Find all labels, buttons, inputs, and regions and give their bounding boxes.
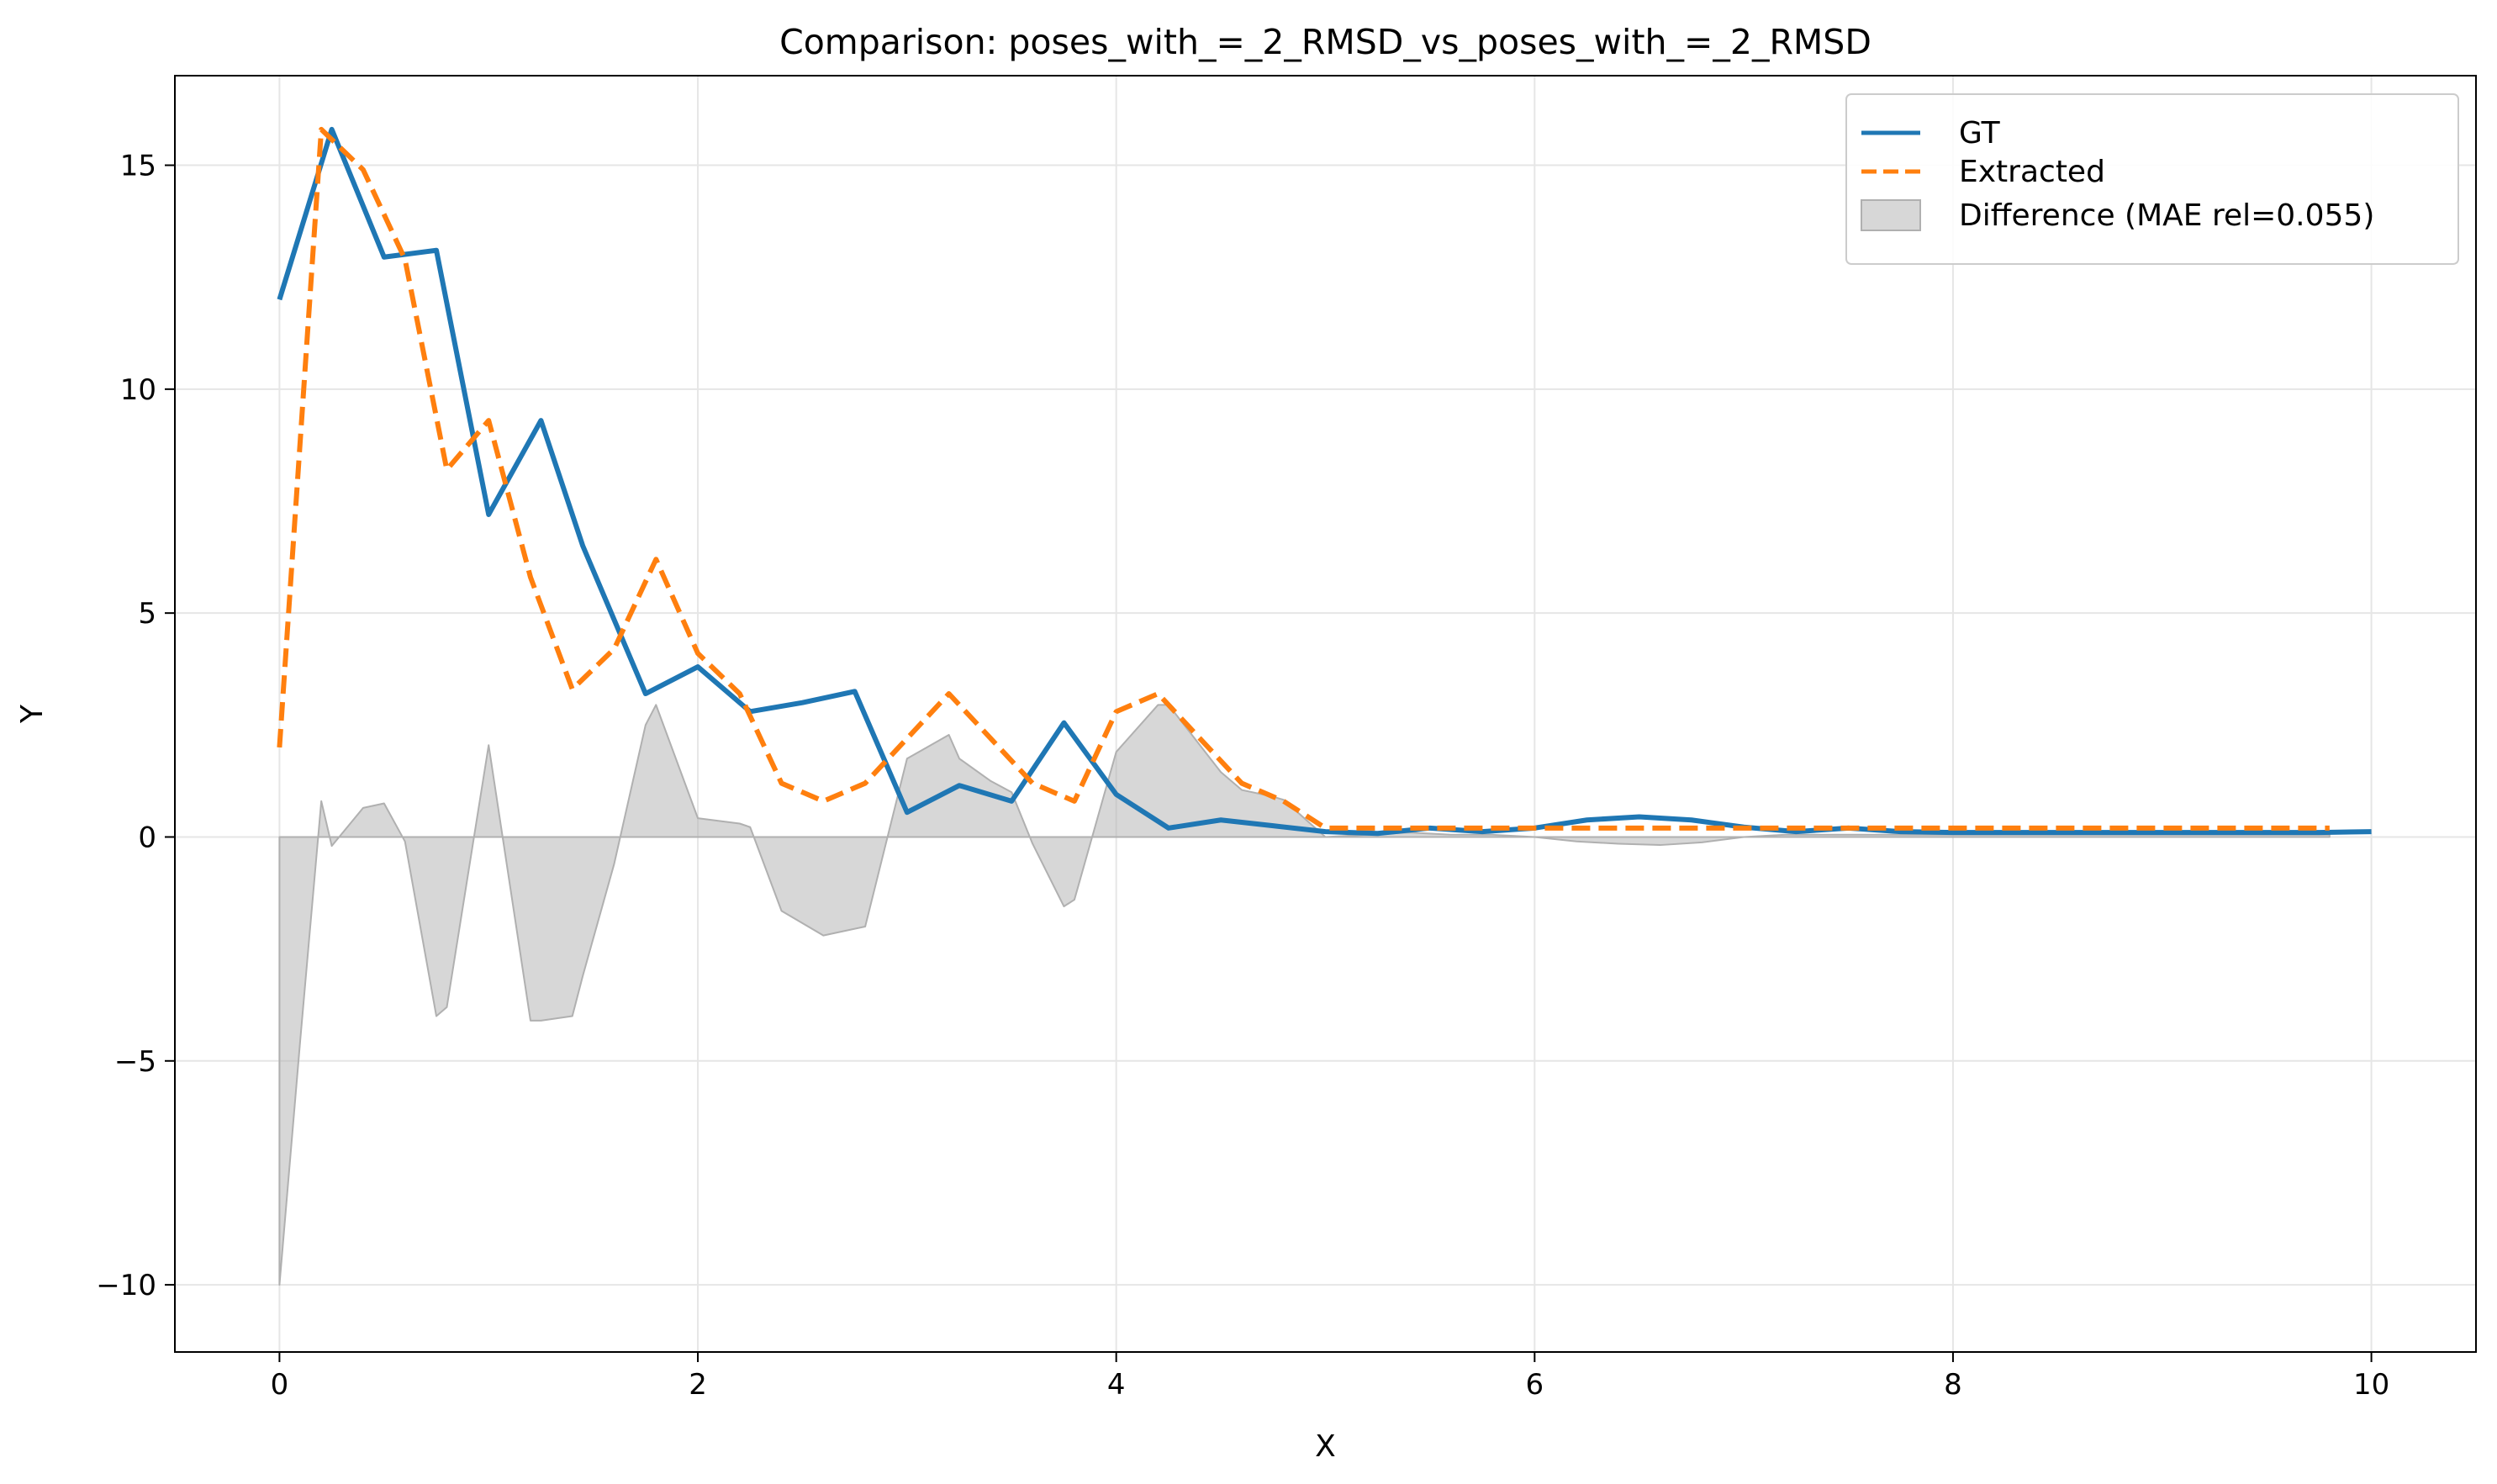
x-tick-label: 8 bbox=[1944, 1368, 1962, 1402]
y-tick-label: 15 bbox=[120, 150, 156, 183]
x-tick-label: 4 bbox=[1107, 1368, 1126, 1402]
legend-extracted-label: Extracted bbox=[1959, 155, 2105, 189]
axis-ticks: 0 2 4 6 8 10 −10 −5 0 5 10 15 bbox=[96, 150, 2389, 1402]
series-lines bbox=[277, 126, 2372, 837]
extracted-series-line bbox=[277, 126, 2330, 831]
y-tick-label: 0 bbox=[138, 821, 156, 854]
x-tick-label: 10 bbox=[2353, 1368, 2389, 1402]
legend: GT Extracted Difference (MAE rel=0.055) bbox=[1845, 93, 2459, 265]
y-tick-label: 5 bbox=[138, 597, 156, 631]
legend-box bbox=[1845, 93, 2459, 265]
gt-series-line bbox=[277, 126, 2372, 837]
y-tick-label: −5 bbox=[114, 1045, 156, 1079]
x-axis-label: X bbox=[1315, 1429, 1336, 1464]
x-tick-label: 0 bbox=[271, 1368, 289, 1402]
x-tick-label: 6 bbox=[1525, 1368, 1544, 1402]
legend-gt-label: GT bbox=[1959, 116, 2001, 151]
legend-difference-swatch bbox=[1861, 199, 1921, 231]
legend-difference-label: Difference (MAE rel=0.055) bbox=[1959, 198, 2374, 233]
chart-title: Comparison: poses_with_=_2_RMSD_vs_poses… bbox=[779, 22, 1871, 62]
y-tick-label: 10 bbox=[120, 373, 156, 407]
plot-area-frame bbox=[174, 75, 2477, 1353]
difference-area-group bbox=[278, 704, 2331, 1286]
x-tick-label: 2 bbox=[689, 1368, 707, 1402]
difference-area bbox=[278, 704, 2331, 1286]
y-tick-label: −10 bbox=[96, 1269, 156, 1302]
y-axis-label: Y bbox=[15, 704, 50, 724]
